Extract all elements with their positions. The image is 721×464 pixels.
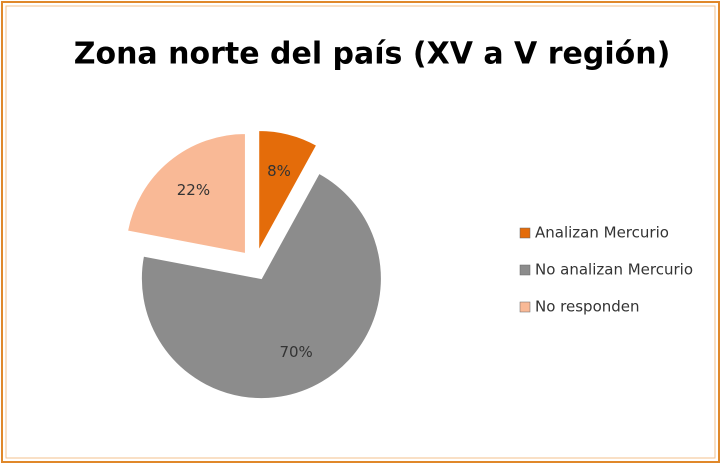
legend-label: No responden	[535, 298, 640, 316]
chart-title: Zona norte del país (XV a V región)	[74, 37, 671, 72]
chart-inner-border	[5, 5, 716, 459]
pie-slice	[258, 129, 318, 251]
legend-label: No analizan Mercurio	[535, 261, 693, 279]
pie-slice	[126, 132, 246, 255]
pie-slice	[140, 172, 382, 400]
legend-swatch	[519, 301, 531, 313]
data-label: 8%	[267, 162, 291, 180]
legend-label: Analizan Mercurio	[535, 224, 669, 242]
data-label: 22%	[177, 181, 210, 199]
data-label: 70%	[279, 343, 312, 361]
legend-swatch	[519, 227, 531, 239]
legend-swatch	[519, 264, 531, 276]
